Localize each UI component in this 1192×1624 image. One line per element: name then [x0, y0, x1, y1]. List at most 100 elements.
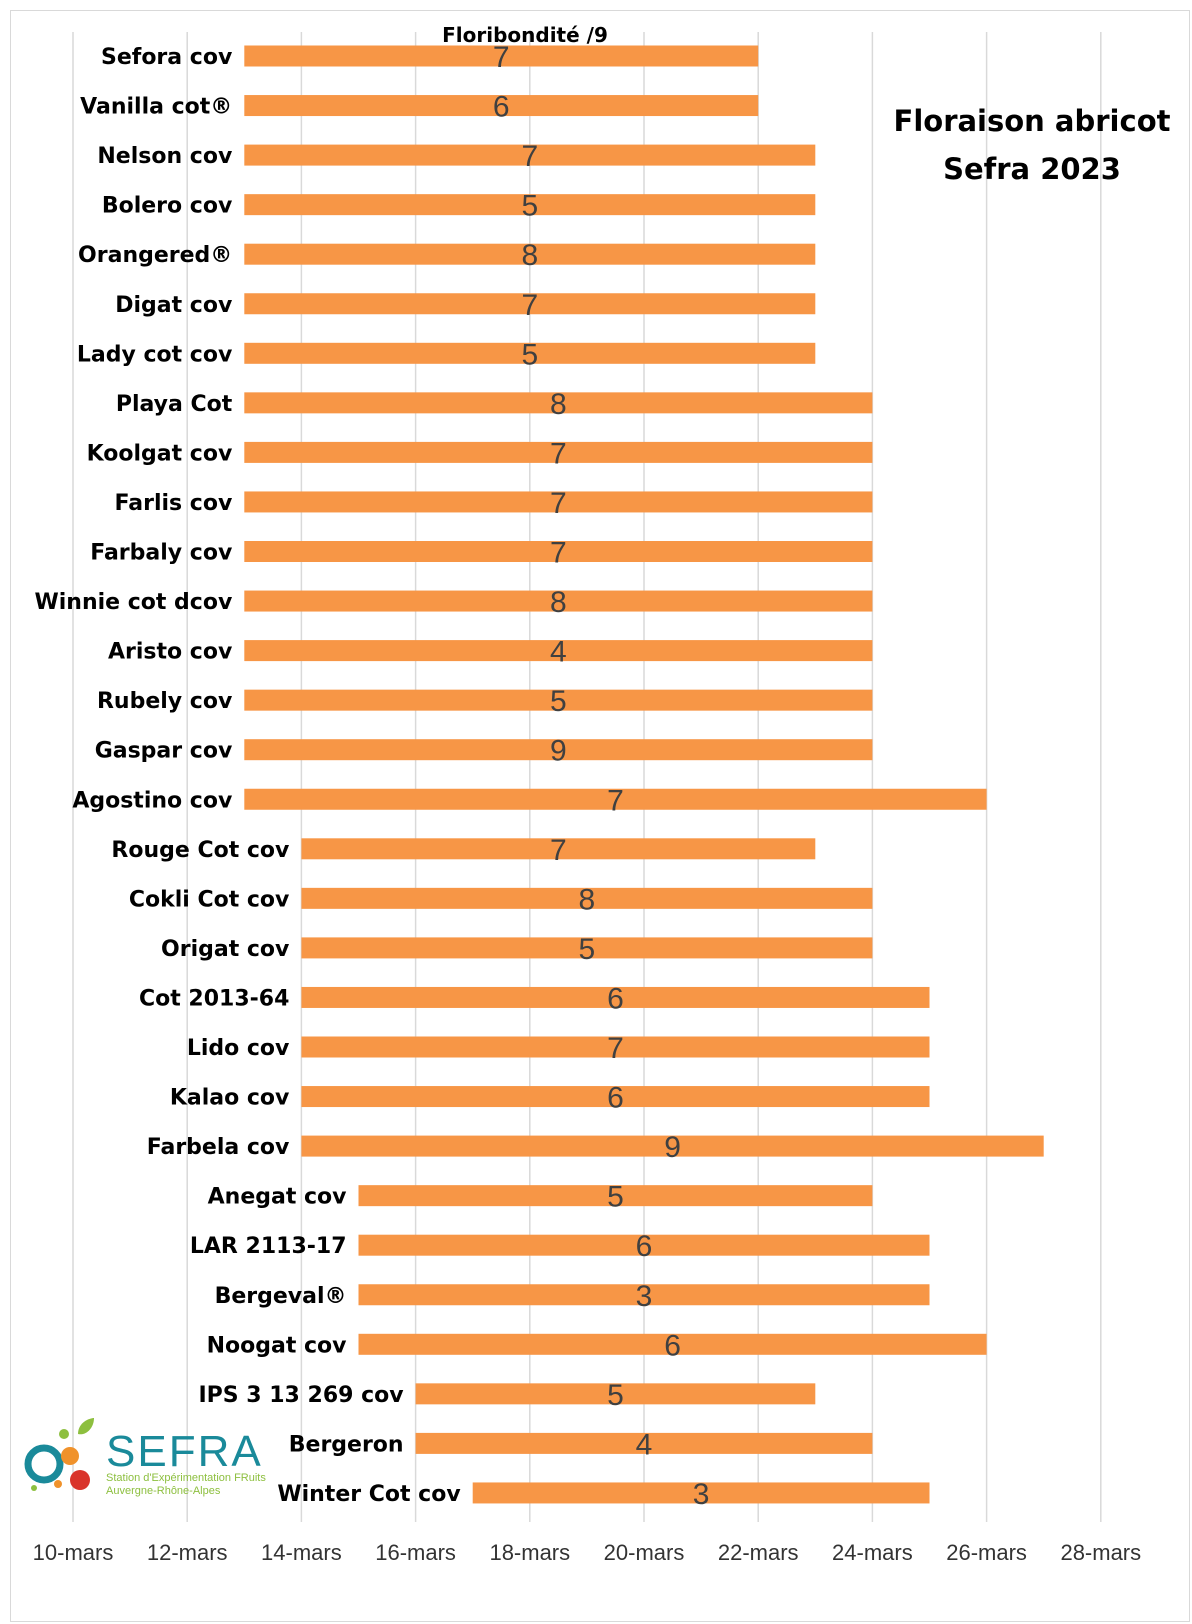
bar-value-label: 8 [550, 388, 567, 421]
x-tick-label: 20-mars [604, 1540, 685, 1565]
bar-value-label: 8 [550, 586, 567, 619]
x-tick-label: 22-mars [718, 1540, 799, 1565]
sefra-logo-mark [24, 1418, 94, 1491]
x-tick-label: 12-mars [147, 1540, 228, 1565]
x-tick-label: 16-mars [375, 1540, 456, 1565]
bar-value-label: 5 [579, 933, 596, 966]
bar [244, 194, 816, 216]
bar [301, 1086, 930, 1108]
gridlines [72, 32, 1102, 1522]
bar [358, 1234, 930, 1256]
bar-value-label: 4 [636, 1428, 653, 1461]
bar-value-label: 6 [664, 1329, 681, 1362]
category-label: Rubely cov [97, 689, 233, 714]
bar-value-label: 5 [550, 685, 567, 718]
category-label: Anegat cov [208, 1185, 348, 1210]
bar-value-label: 5 [521, 190, 538, 223]
bar [301, 937, 873, 959]
category-label: Lido cov [187, 1036, 290, 1061]
x-tick-label: 24-mars [832, 1540, 913, 1565]
category-label: Farbela cov [147, 1135, 290, 1160]
bar [301, 986, 930, 1008]
category-label: Bergeron [289, 1432, 404, 1457]
bar-value-label: 8 [579, 883, 596, 916]
category-label: Nelson cov [97, 144, 233, 169]
bar [244, 243, 816, 265]
bar-value-label: 3 [693, 1478, 710, 1511]
bar [244, 293, 816, 315]
category-label: LAR 2113-17 [190, 1234, 347, 1259]
chart-title: Floraison abricot [894, 104, 1171, 138]
bar [244, 541, 873, 562]
bar [358, 1333, 987, 1355]
category-label: Digat cov [115, 293, 233, 318]
bar-value-label: 6 [607, 1082, 624, 1115]
bar-value-label: 7 [521, 289, 538, 322]
category-label: Koolgat cov [87, 441, 233, 466]
bar-value-label: 7 [550, 834, 567, 867]
bar-value-label: 7 [607, 1032, 624, 1065]
bar [244, 342, 816, 364]
bar-value-label: 6 [636, 1230, 653, 1263]
category-label: Vanilla cot® [80, 95, 232, 120]
bar [301, 838, 816, 860]
bar [244, 739, 873, 761]
category-label: Noogat cov [207, 1333, 348, 1358]
x-tick-label: 14-mars [261, 1540, 342, 1565]
bar [415, 1432, 873, 1454]
bar [244, 788, 987, 810]
bar-value-label: 6 [493, 91, 510, 124]
sefra-logo-wordmark: SEFRA [106, 1427, 263, 1476]
x-tick-label: 26-mars [946, 1540, 1027, 1565]
bar [244, 441, 873, 463]
bar [244, 491, 873, 513]
bar [301, 887, 873, 909]
category-label: Agostino cov [72, 788, 233, 813]
bar [301, 1036, 930, 1058]
category-label: Playa Cot [116, 392, 233, 417]
bar-value-label: 9 [664, 1131, 681, 1164]
sefra-logo-tagline-2: Auvergne-Rhône-Alpes [106, 1485, 221, 1497]
bar [244, 45, 759, 67]
category-label: Rouge Cot cov [111, 838, 290, 863]
bar-value-label: 7 [550, 487, 567, 520]
category-label: IPS 3 13 269 cov [198, 1383, 404, 1408]
category-label: Winter Cot cov [277, 1482, 461, 1507]
category-label: Kalao cov [170, 1086, 290, 1111]
x-tick-label: 10-mars [33, 1540, 114, 1565]
bars-group [244, 45, 1044, 1504]
category-label: Cot 2013-64 [139, 986, 289, 1011]
category-label: Sefora cov [101, 45, 233, 70]
floribondite-label: Floribondité /9 [442, 23, 608, 47]
category-label: Bergeval® [215, 1284, 347, 1309]
bar-value-label: 7 [493, 41, 510, 74]
sefra-logo-tagline-1: Station d'Expérimentation FRuits [106, 1472, 266, 1484]
bar [244, 392, 873, 414]
category-label: Gaspar cov [95, 739, 233, 764]
bar-value-label: 7 [607, 784, 624, 817]
category-label: Orangered® [78, 243, 232, 268]
bar-value-label: 9 [550, 735, 567, 768]
bar [301, 1135, 1044, 1157]
bar-value-label: 7 [550, 537, 567, 570]
category-label: Bolero cov [102, 194, 233, 219]
x-tick-label: 18-mars [489, 1540, 570, 1565]
bar [244, 590, 873, 612]
bar-value-label: 6 [607, 982, 624, 1015]
category-label: Lady cot cov [77, 342, 233, 367]
bar-value-label: 7 [550, 437, 567, 470]
bar-value-label: 8 [521, 239, 538, 272]
bar-value-label: 7 [521, 140, 538, 173]
bar-value-label: 5 [607, 1181, 624, 1214]
bar [244, 95, 759, 117]
bar [244, 640, 873, 662]
x-axis-ticks: 10-mars 12-mars 14-mars 16-mars 18-mars 20-ma… [33, 1540, 1141, 1565]
sefra-logo: SEFRA Station d'Expérimentation FRuits A… [24, 1418, 266, 1497]
bar [244, 144, 816, 166]
category-labels-group: Sefora cov Vanilla cot® Nelson cov Bolero c… [34, 45, 461, 1507]
bar-value-label: 5 [521, 338, 538, 371]
category-label: Origat cov [161, 937, 290, 962]
bar [472, 1482, 930, 1504]
category-label: Farlis cov [115, 491, 233, 516]
